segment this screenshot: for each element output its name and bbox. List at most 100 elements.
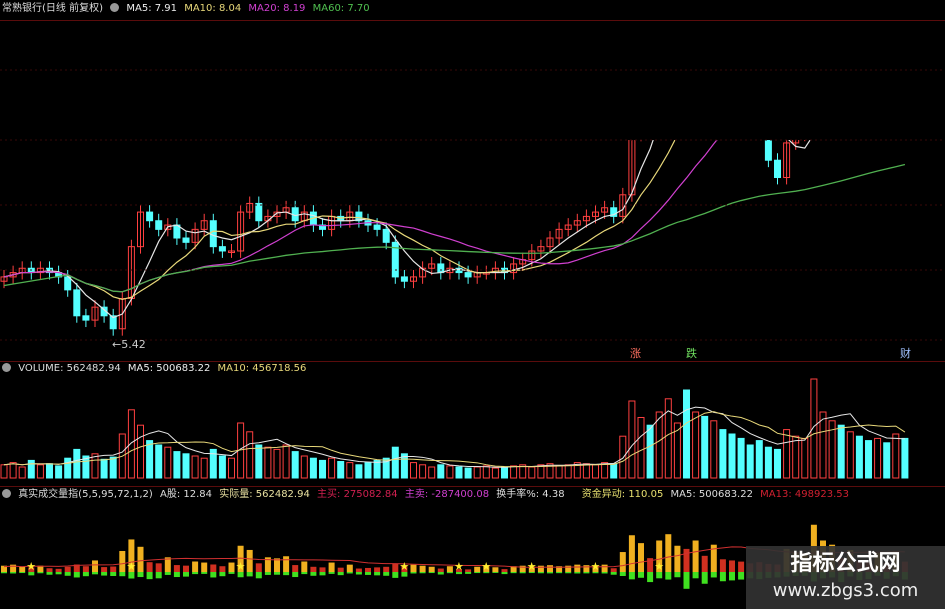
candle-body bbox=[191, 228, 199, 243]
main-sell-bar bbox=[547, 572, 553, 574]
volume-bar bbox=[273, 448, 281, 479]
main-buy-bar bbox=[137, 546, 144, 572]
candle-body bbox=[237, 211, 245, 252]
main-buy-bar bbox=[528, 566, 535, 572]
candle-body bbox=[756, 91, 762, 117]
volume-bar bbox=[155, 444, 163, 479]
main-sell-bar bbox=[510, 572, 517, 574]
watermark: 指标公式网 www.zbgs3.com bbox=[746, 546, 945, 609]
star-icon: ★ bbox=[399, 560, 409, 573]
candle-body bbox=[802, 126, 808, 135]
main-sell-bar bbox=[738, 572, 745, 580]
main-buy-bar bbox=[64, 566, 71, 572]
candle-body bbox=[410, 276, 417, 282]
volume-bar bbox=[127, 409, 135, 479]
candle-body bbox=[647, 91, 653, 108]
indicator-ma5: MA5: 500683.22 bbox=[670, 489, 753, 500]
main-sell-bar bbox=[283, 572, 290, 576]
main-buy-bar bbox=[556, 566, 563, 572]
volume-bar bbox=[892, 433, 900, 479]
ma60-value: MA60: 7.70 bbox=[312, 3, 370, 14]
volume-bar bbox=[755, 440, 763, 479]
main-sell-bar bbox=[610, 572, 617, 575]
candle-body bbox=[702, 31, 708, 48]
main-sell-bar bbox=[474, 572, 481, 574]
candle-body bbox=[847, 65, 853, 82]
volume-bar bbox=[146, 440, 154, 479]
main-buy-bar bbox=[328, 562, 335, 572]
main-buy-bar bbox=[419, 565, 426, 572]
volume-bar bbox=[737, 437, 745, 479]
main-buy-bar bbox=[164, 557, 171, 572]
volume-bar bbox=[883, 442, 891, 479]
main-buy-bar bbox=[547, 565, 553, 572]
main-sell-bar bbox=[137, 572, 144, 578]
volume-bar bbox=[200, 457, 208, 479]
candle-body bbox=[36, 267, 44, 274]
settings-toggle-icon[interactable] bbox=[2, 489, 11, 498]
event-tag-fall[interactable]: 跌 bbox=[686, 347, 697, 360]
divider bbox=[0, 361, 945, 362]
ma20-line bbox=[3, 140, 718, 293]
volume-bar bbox=[865, 440, 872, 479]
settings-toggle-icon[interactable] bbox=[2, 363, 11, 372]
main-sell-bar bbox=[328, 572, 335, 574]
main-sell-bar bbox=[628, 572, 635, 580]
volume-bar bbox=[774, 448, 781, 479]
volume-bar bbox=[228, 457, 235, 479]
candle-body bbox=[564, 224, 572, 230]
main-buy-bar bbox=[19, 566, 26, 572]
candle-body bbox=[9, 272, 17, 278]
volume-bar bbox=[564, 464, 572, 479]
volume-bar bbox=[373, 459, 381, 479]
main-buy-bar bbox=[492, 567, 499, 572]
volume-bar bbox=[719, 429, 727, 479]
main-sell-bar bbox=[374, 572, 381, 576]
volume-bar bbox=[546, 463, 554, 479]
main-buy-bar bbox=[601, 564, 608, 572]
candle-body bbox=[610, 207, 618, 217]
candle-body bbox=[255, 202, 263, 222]
event-tag-rise[interactable]: 涨 bbox=[630, 347, 641, 360]
candle-body bbox=[528, 250, 536, 261]
main-buy-bar bbox=[37, 565, 44, 572]
main-sell-bar bbox=[110, 572, 117, 576]
volume-bar bbox=[601, 462, 609, 479]
star-icon: ★ bbox=[454, 560, 464, 573]
main-sell-bar bbox=[246, 572, 253, 577]
ma10-line bbox=[3, 140, 676, 300]
volume-bar bbox=[410, 462, 417, 479]
candle-body bbox=[118, 298, 126, 330]
candle-body bbox=[720, 13, 726, 22]
main-sell-bar bbox=[28, 572, 35, 576]
candle-body bbox=[400, 276, 408, 282]
candle-body bbox=[319, 224, 326, 230]
main-buy-bar bbox=[446, 566, 453, 572]
main-sell-bar bbox=[401, 572, 408, 577]
candle-body bbox=[893, 82, 899, 91]
main-sell-bar bbox=[274, 572, 280, 575]
candle-body bbox=[510, 263, 518, 274]
volume-bar bbox=[46, 463, 53, 479]
volume-bar bbox=[710, 420, 718, 479]
candle-body bbox=[109, 315, 117, 330]
ma20-value: MA20: 8.19 bbox=[248, 3, 306, 14]
volume-bar bbox=[519, 464, 527, 479]
volume-bar bbox=[592, 464, 599, 479]
settings-toggle-icon[interactable] bbox=[110, 3, 120, 12]
candle-body bbox=[592, 211, 599, 217]
ma60-line bbox=[3, 163, 906, 293]
stock-title: 常熟银行(日线 前复权) bbox=[2, 3, 103, 14]
main-sell-bar bbox=[128, 572, 135, 579]
main-sell-bar bbox=[601, 572, 608, 574]
volume-bar bbox=[164, 446, 172, 479]
candle-body bbox=[829, 74, 835, 83]
candle-body bbox=[209, 220, 217, 248]
main-sell-bar bbox=[537, 572, 544, 574]
candle-body bbox=[464, 272, 472, 278]
volume-bar bbox=[382, 457, 390, 479]
volume-bar bbox=[446, 465, 454, 479]
event-tag-finance[interactable]: 财 bbox=[900, 347, 911, 360]
candle-body bbox=[601, 207, 609, 213]
